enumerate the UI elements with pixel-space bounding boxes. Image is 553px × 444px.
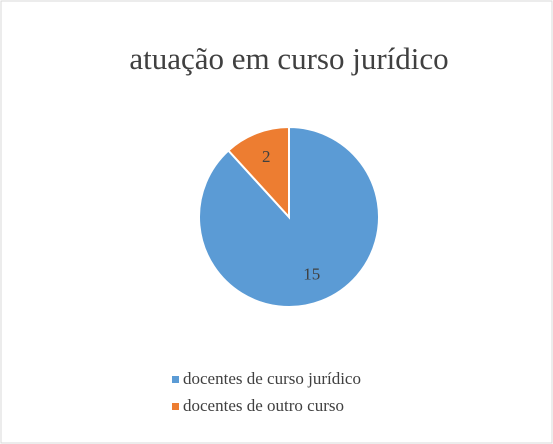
legend-label: docentes de curso jurídico xyxy=(183,369,361,388)
legend-marker xyxy=(172,403,179,410)
pie-slice xyxy=(226,125,290,220)
legend-marker xyxy=(172,376,179,383)
legend-label: docentes de outro curso xyxy=(183,396,344,415)
data-label: 2 xyxy=(262,147,271,166)
data-label: 15 xyxy=(303,265,320,284)
chart-title: atuação em curso jurídico xyxy=(129,41,448,76)
